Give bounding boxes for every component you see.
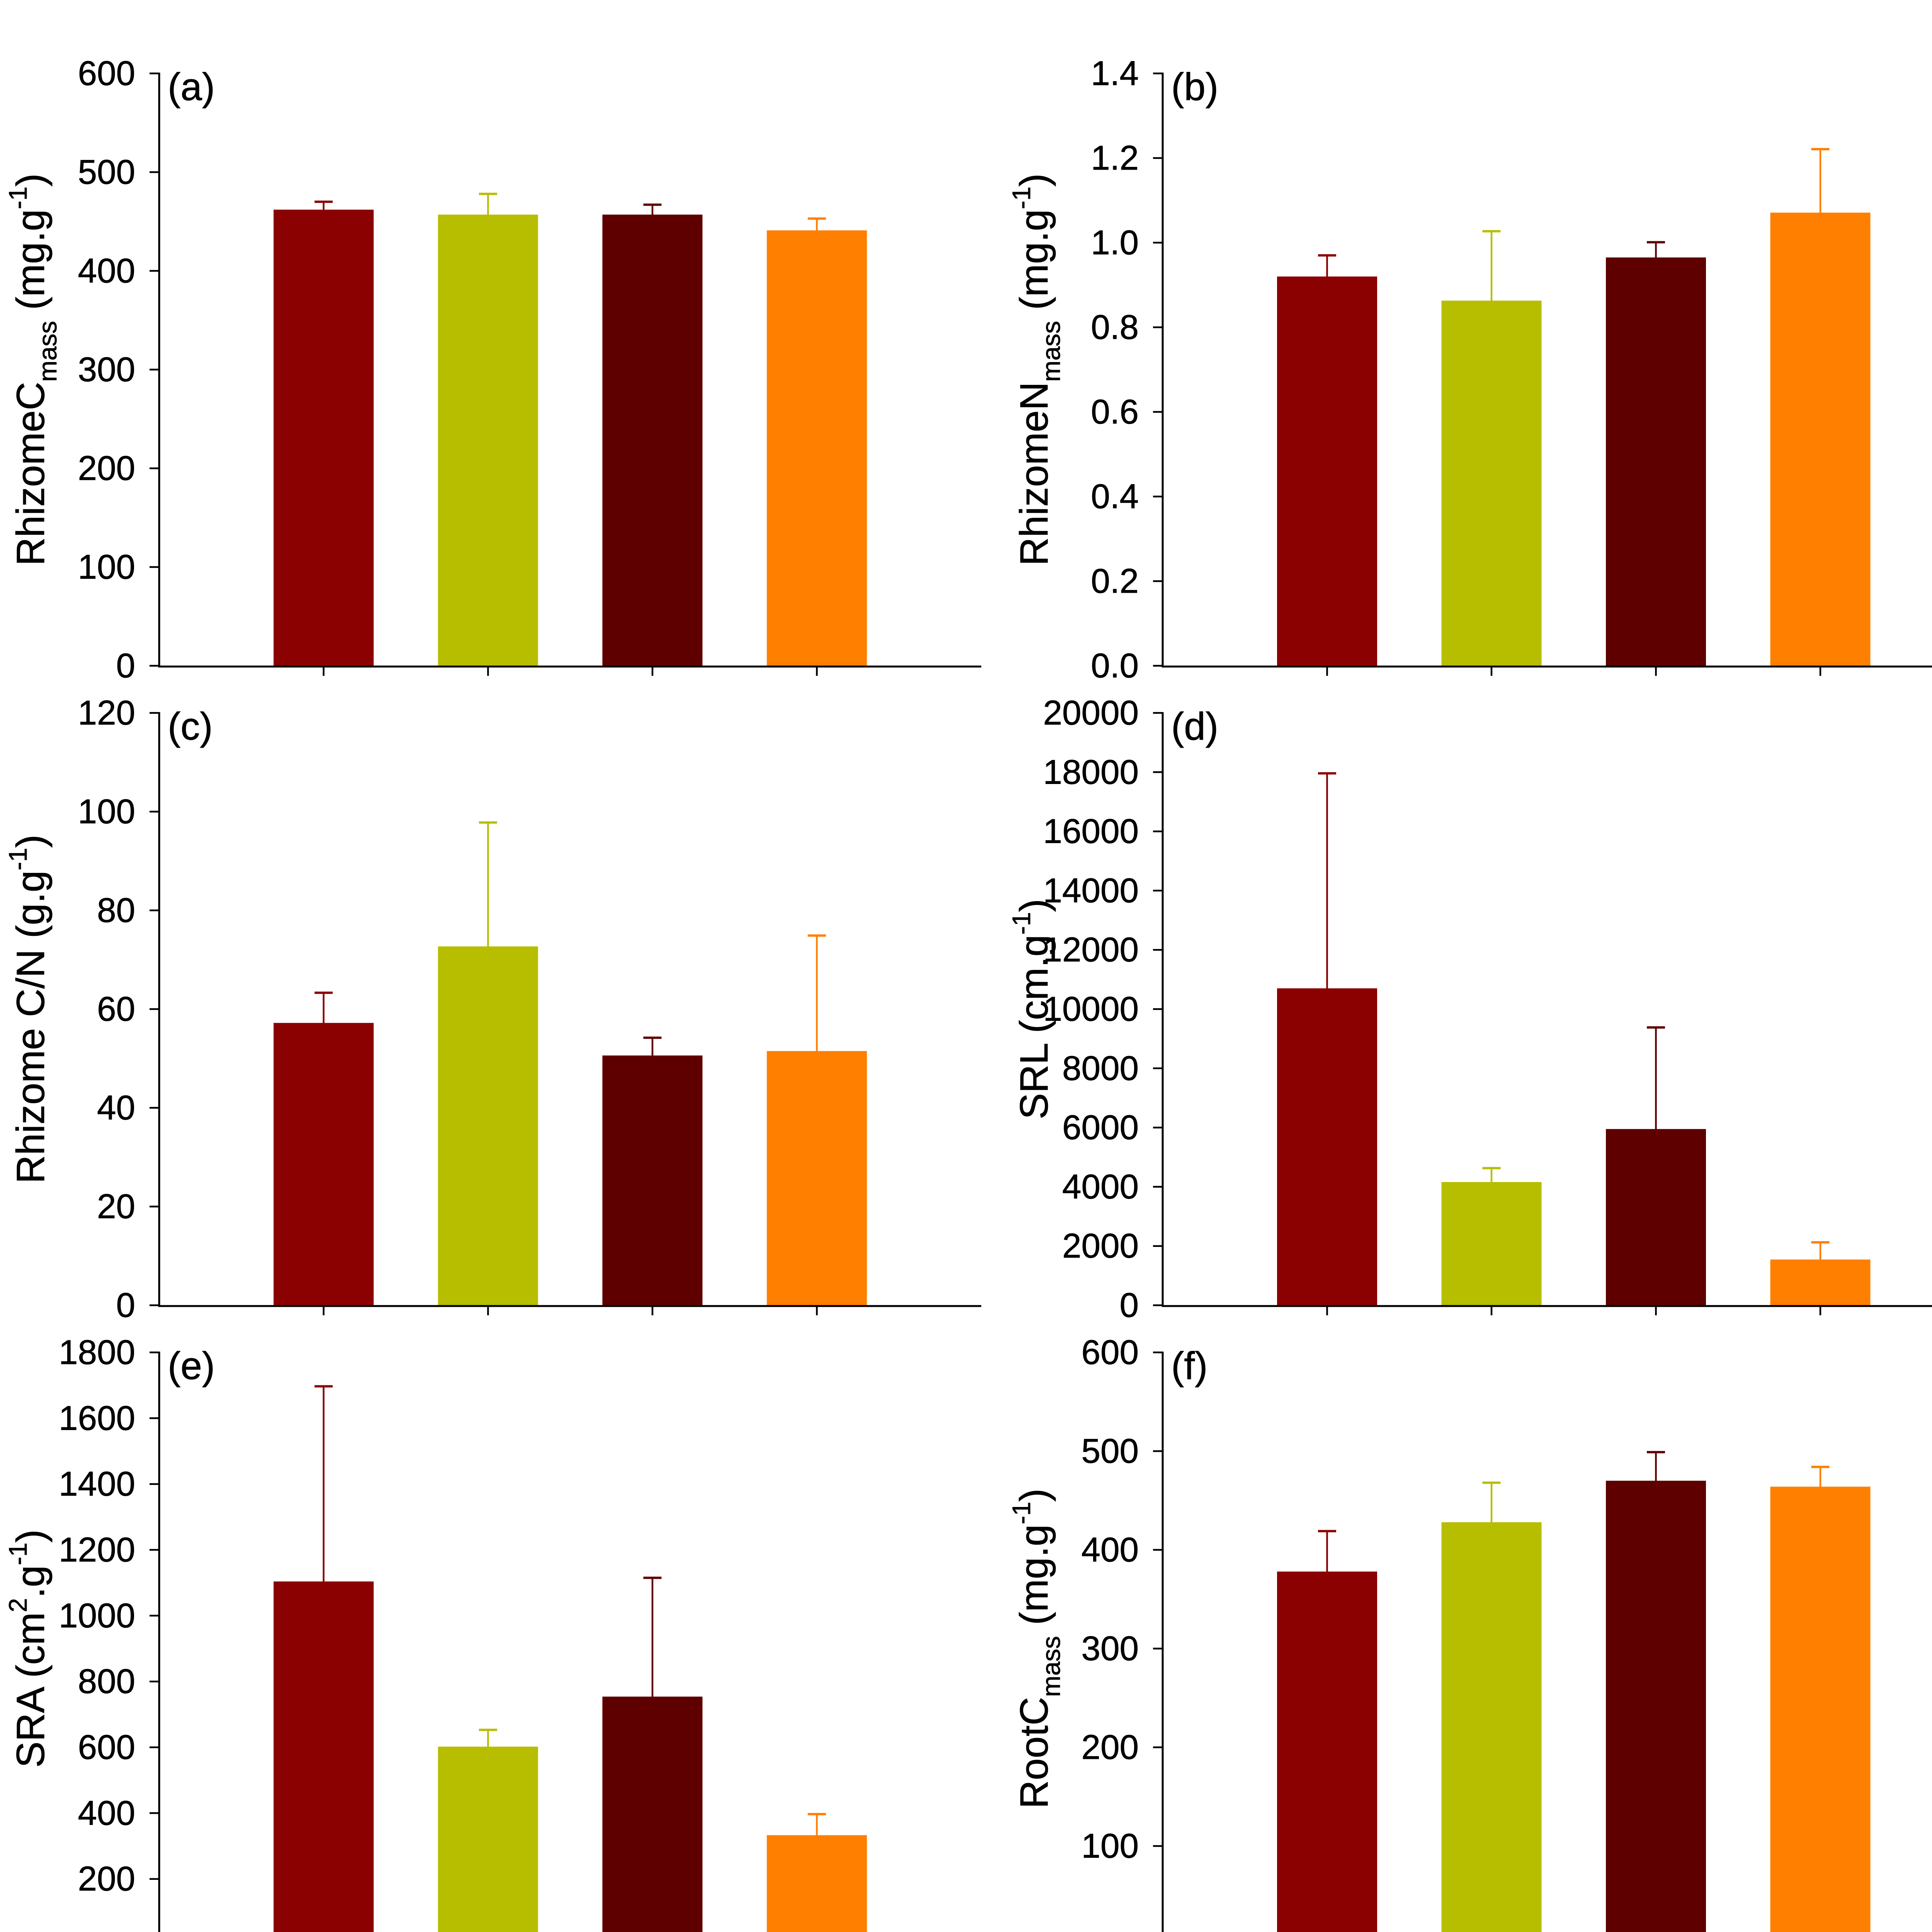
svg-text:60: 60 xyxy=(97,990,135,1028)
svg-text:0: 0 xyxy=(116,1925,136,1932)
svg-text:SRL (cm.g-1): SRL (cm.g-1) xyxy=(1007,899,1056,1119)
svg-text:1000: 1000 xyxy=(59,1596,135,1634)
svg-text:0: 0 xyxy=(1120,1925,1139,1932)
svg-text:20000: 20000 xyxy=(1043,693,1139,732)
svg-text:(d): (d) xyxy=(1171,705,1218,748)
svg-text:(e): (e) xyxy=(168,1344,215,1388)
svg-text:500: 500 xyxy=(78,153,136,191)
svg-text:RhizomeNmass (mg.g-1): RhizomeNmass (mg.g-1) xyxy=(1007,173,1065,566)
svg-text:20: 20 xyxy=(97,1187,135,1226)
svg-text:80: 80 xyxy=(97,891,135,929)
svg-text:(b): (b) xyxy=(1171,65,1218,109)
svg-text:6000: 6000 xyxy=(1062,1108,1139,1146)
svg-text:(f): (f) xyxy=(1171,1344,1208,1388)
svg-text:400: 400 xyxy=(78,251,136,290)
svg-text:1400: 1400 xyxy=(59,1464,135,1503)
svg-text:600: 600 xyxy=(78,1728,136,1766)
svg-text:14000: 14000 xyxy=(1043,871,1139,910)
svg-text:SRA (cm2.g-1): SRA (cm2.g-1) xyxy=(3,1529,53,1768)
svg-text:1.2: 1.2 xyxy=(1091,138,1139,177)
svg-text:12000: 12000 xyxy=(1043,930,1139,969)
svg-text:(c): (c) xyxy=(168,705,213,748)
svg-text:500: 500 xyxy=(1082,1432,1139,1470)
svg-text:1.4: 1.4 xyxy=(1091,54,1139,92)
svg-text:0: 0 xyxy=(1120,1286,1139,1324)
svg-text:0.8: 0.8 xyxy=(1091,308,1139,346)
svg-text:600: 600 xyxy=(78,54,136,92)
svg-text:1200: 1200 xyxy=(59,1530,135,1569)
svg-text:200: 200 xyxy=(78,449,136,487)
svg-text:300: 300 xyxy=(1082,1629,1139,1668)
svg-text:400: 400 xyxy=(1082,1530,1139,1569)
svg-text:0: 0 xyxy=(116,1286,136,1324)
svg-text:4000: 4000 xyxy=(1062,1167,1139,1206)
svg-text:600: 600 xyxy=(1082,1333,1139,1371)
svg-text:16000: 16000 xyxy=(1043,812,1139,850)
svg-text:400: 400 xyxy=(78,1793,136,1832)
svg-text:100: 100 xyxy=(78,548,136,586)
svg-text:100: 100 xyxy=(78,792,136,831)
svg-text:200: 200 xyxy=(78,1859,136,1898)
svg-text:200: 200 xyxy=(1082,1728,1139,1766)
svg-text:18000: 18000 xyxy=(1043,752,1139,791)
svg-text:0.6: 0.6 xyxy=(1091,392,1139,431)
svg-text:100: 100 xyxy=(1082,1827,1139,1865)
svg-text:0.0: 0.0 xyxy=(1091,646,1139,685)
svg-text:2000: 2000 xyxy=(1062,1226,1139,1265)
svg-text:1.0: 1.0 xyxy=(1091,223,1139,262)
svg-text:(a): (a) xyxy=(168,65,215,109)
svg-text:1800: 1800 xyxy=(59,1333,135,1371)
svg-text:8000: 8000 xyxy=(1062,1049,1139,1087)
svg-text:0: 0 xyxy=(116,646,136,685)
svg-text:800: 800 xyxy=(78,1662,136,1701)
svg-text:40: 40 xyxy=(97,1088,135,1127)
svg-text:1600: 1600 xyxy=(59,1398,135,1437)
svg-text:0.2: 0.2 xyxy=(1091,561,1139,600)
svg-text:0.4: 0.4 xyxy=(1091,477,1139,515)
svg-text:Rhizome C/N (g.g-1): Rhizome C/N (g.g-1) xyxy=(3,835,53,1184)
svg-text:10000: 10000 xyxy=(1043,990,1139,1028)
svg-text:120: 120 xyxy=(78,693,136,732)
svg-text:300: 300 xyxy=(78,350,136,389)
